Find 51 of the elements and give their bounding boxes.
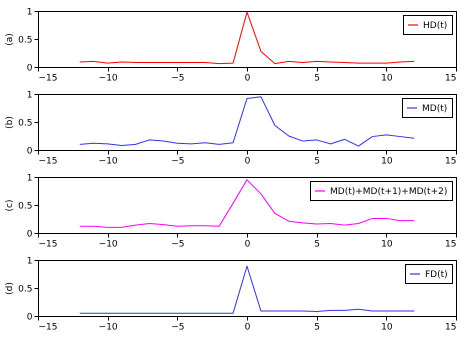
line-series <box>79 12 415 64</box>
y-tick-label: 0.5 <box>18 36 32 46</box>
legend-label: HD(t) <box>423 21 448 31</box>
x-tick-label: 10 <box>381 156 393 166</box>
x-tick-label: −5 <box>171 240 184 250</box>
y-tick-label: 0 <box>26 230 33 240</box>
y-tick-label: 1 <box>26 8 32 18</box>
x-tick-label: 15 <box>445 322 456 332</box>
y-tick-label: 1 <box>26 90 32 100</box>
x-tick-label: −15 <box>38 74 58 84</box>
x-tick-label: −10 <box>98 240 118 250</box>
x-tick-label: −5 <box>171 156 184 166</box>
x-tick-label: −5 <box>171 322 184 332</box>
y-tick-label: 0.5 <box>18 202 32 212</box>
line-series <box>79 96 415 147</box>
x-tick-label: −15 <box>38 156 58 166</box>
legend-label: MD(t)+MD(t+1)+MD(t+2) <box>330 187 448 197</box>
x-tick-label: 10 <box>381 240 393 250</box>
legend-label: FD(t) <box>425 270 448 280</box>
x-tick-label: −15 <box>38 240 58 250</box>
y-tick-label: 0.5 <box>18 118 32 128</box>
x-tick-label: 15 <box>445 240 456 250</box>
x-tick-label: 10 <box>381 322 393 332</box>
x-tick-label: 15 <box>445 156 456 166</box>
y-tick-label: 1 <box>26 256 32 266</box>
legend-label: MD(t) <box>422 104 448 114</box>
y-tick-label: 0 <box>26 312 33 322</box>
x-tick-label: 5 <box>314 322 320 332</box>
line-series <box>79 266 415 314</box>
y-axis-title: (d) <box>5 282 16 295</box>
y-tick-label: 0 <box>26 64 33 74</box>
x-tick-label: 15 <box>445 74 456 84</box>
x-tick-label: 0 <box>244 74 251 84</box>
x-tick-label: −10 <box>98 156 118 166</box>
y-axis-title: (a) <box>5 33 16 46</box>
y-tick-label: 1 <box>26 174 32 184</box>
x-tick-label: −15 <box>38 322 58 332</box>
x-tick-label: 5 <box>314 74 320 84</box>
x-tick-label: 0 <box>244 240 251 250</box>
x-tick-label: 5 <box>314 156 320 166</box>
y-tick-label: 0.5 <box>18 284 32 294</box>
x-tick-label: −5 <box>171 74 184 84</box>
x-tick-label: 0 <box>244 322 251 332</box>
x-tick-label: 10 <box>381 74 393 84</box>
x-tick-label: 5 <box>314 240 320 250</box>
x-tick-label: −10 <box>98 322 118 332</box>
x-tick-label: 0 <box>244 156 251 166</box>
x-tick-label: −10 <box>98 74 118 84</box>
y-tick-label: 0 <box>26 146 33 156</box>
y-axis-title: (b) <box>5 116 16 129</box>
y-axis-title: (c) <box>5 200 16 212</box>
